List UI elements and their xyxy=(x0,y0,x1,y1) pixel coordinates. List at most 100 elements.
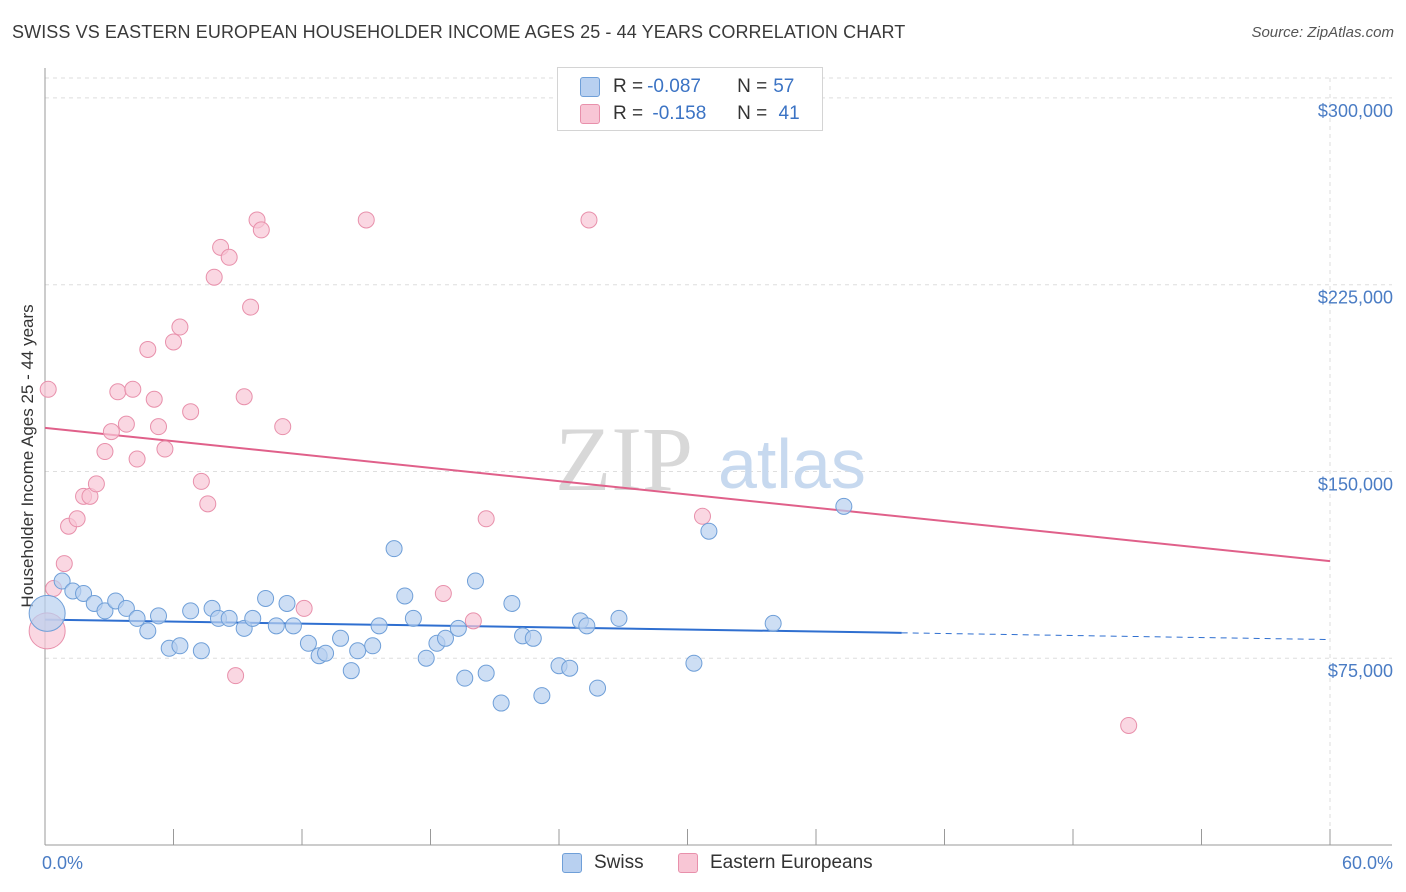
eastern-point xyxy=(192,472,210,490)
eastern-point xyxy=(102,423,120,441)
eastern-point xyxy=(295,599,313,617)
eastern-point xyxy=(171,318,189,336)
r-label: R = xyxy=(613,103,644,124)
y-tick-labels: $75,000 $150,000 $225,000 $300,000 xyxy=(1318,101,1393,681)
y-tick-label: $225,000 xyxy=(1318,288,1393,308)
y-tick-label: $75,000 xyxy=(1328,661,1393,681)
swiss-point xyxy=(278,594,296,612)
eastern-point xyxy=(227,667,245,685)
swiss-legend-label: Swiss xyxy=(594,852,644,873)
legend-item-swiss: Swiss xyxy=(562,852,644,874)
chart-title: SWISS VS EASTERN EUROPEAN HOUSEHOLDER IN… xyxy=(12,22,906,42)
source-label: Source: ZipAtlas.com xyxy=(1251,24,1394,41)
swiss-point xyxy=(404,609,422,627)
swiss-point xyxy=(492,694,510,712)
swiss-point xyxy=(28,594,66,632)
eastern-point xyxy=(199,495,217,513)
swiss-point xyxy=(220,609,238,627)
r-value: -0.087 xyxy=(647,76,701,97)
swiss-point xyxy=(685,654,703,672)
swiss-point xyxy=(524,629,542,647)
eastern-point xyxy=(252,221,270,239)
legend-row-eastern: R = -0.158 N = 41 xyxy=(580,101,800,127)
y-tick-label: $300,000 xyxy=(1318,101,1393,121)
eastern-point xyxy=(1120,716,1138,734)
eastern-point xyxy=(150,418,168,436)
swiss-point xyxy=(561,659,579,677)
eastern-point xyxy=(477,510,495,528)
eastern-point xyxy=(274,418,292,436)
swiss-point xyxy=(503,594,521,612)
swiss-point xyxy=(192,642,210,660)
r-label: R = xyxy=(613,76,644,97)
swiss-point xyxy=(417,649,435,667)
swiss-point xyxy=(244,609,262,627)
swiss-point xyxy=(396,587,414,605)
eastern-point xyxy=(464,612,482,630)
swiss-point xyxy=(284,617,302,635)
eastern-point xyxy=(434,584,452,602)
eastern-point xyxy=(156,440,174,458)
swiss-point xyxy=(342,662,360,680)
swiss-point xyxy=(764,614,782,632)
swiss-point xyxy=(533,687,551,705)
eastern-point xyxy=(357,211,375,229)
eastern-trend-line xyxy=(44,426,1331,563)
eastern-point xyxy=(242,298,260,316)
eastern-point xyxy=(55,555,73,573)
eastern-point xyxy=(235,388,253,406)
n-label: N = xyxy=(737,76,768,97)
swiss-points xyxy=(28,497,853,712)
swiss-point xyxy=(456,669,474,687)
swiss-point xyxy=(610,609,628,627)
n-value: 41 xyxy=(773,103,800,124)
swiss-point xyxy=(128,609,146,627)
swiss-point xyxy=(589,679,607,697)
eastern-point xyxy=(39,380,57,398)
y-axis-label: Householder Income Ages 25 - 44 years xyxy=(18,304,37,607)
swiss-trend-extension xyxy=(901,632,1331,641)
swiss-point xyxy=(349,642,367,660)
n-value: 57 xyxy=(773,76,795,97)
eastern-point xyxy=(693,507,711,525)
x-tick-labels: 0.0% 60.0% xyxy=(42,853,1393,873)
swiss-point xyxy=(332,629,350,647)
swiss-point xyxy=(139,622,157,640)
swiss-point xyxy=(477,664,495,682)
eastern-point xyxy=(68,510,86,528)
watermark: ZIP atlas xyxy=(555,408,866,510)
swiss-point xyxy=(700,522,718,540)
eastern-point xyxy=(165,333,182,351)
swiss-point xyxy=(75,584,93,602)
eastern-legend-label: Eastern Europeans xyxy=(710,852,873,873)
swiss-point xyxy=(449,619,467,637)
eastern-point xyxy=(87,475,105,493)
eastern-point xyxy=(109,383,127,401)
eastern-point xyxy=(205,268,223,286)
series-legend: Swiss Eastern Europeans xyxy=(0,852,1406,878)
eastern-swatch xyxy=(580,104,600,124)
swiss-legend-swatch xyxy=(562,853,582,873)
swiss-point xyxy=(257,589,275,607)
watermark-zip: ZIP xyxy=(555,408,693,510)
swiss-point xyxy=(385,540,403,558)
swiss-point xyxy=(150,607,168,625)
legend-item-eastern: Eastern Europeans xyxy=(678,852,873,874)
y-tick-label: $150,000 xyxy=(1318,474,1393,494)
eastern-point xyxy=(139,340,157,358)
watermark-atlas: atlas xyxy=(718,425,866,503)
swiss-point xyxy=(171,637,189,655)
swiss-point xyxy=(53,572,71,590)
eastern-points xyxy=(28,211,1138,734)
eastern-point xyxy=(128,450,146,468)
r-value: -0.158 xyxy=(647,103,707,124)
swiss-point xyxy=(299,634,317,652)
axes xyxy=(44,68,1392,846)
swiss-point xyxy=(436,629,454,647)
eastern-point xyxy=(145,390,163,408)
eastern-point xyxy=(124,380,142,398)
swiss-point xyxy=(578,617,596,635)
n-label: N = xyxy=(737,103,768,124)
swiss-point xyxy=(182,602,200,620)
